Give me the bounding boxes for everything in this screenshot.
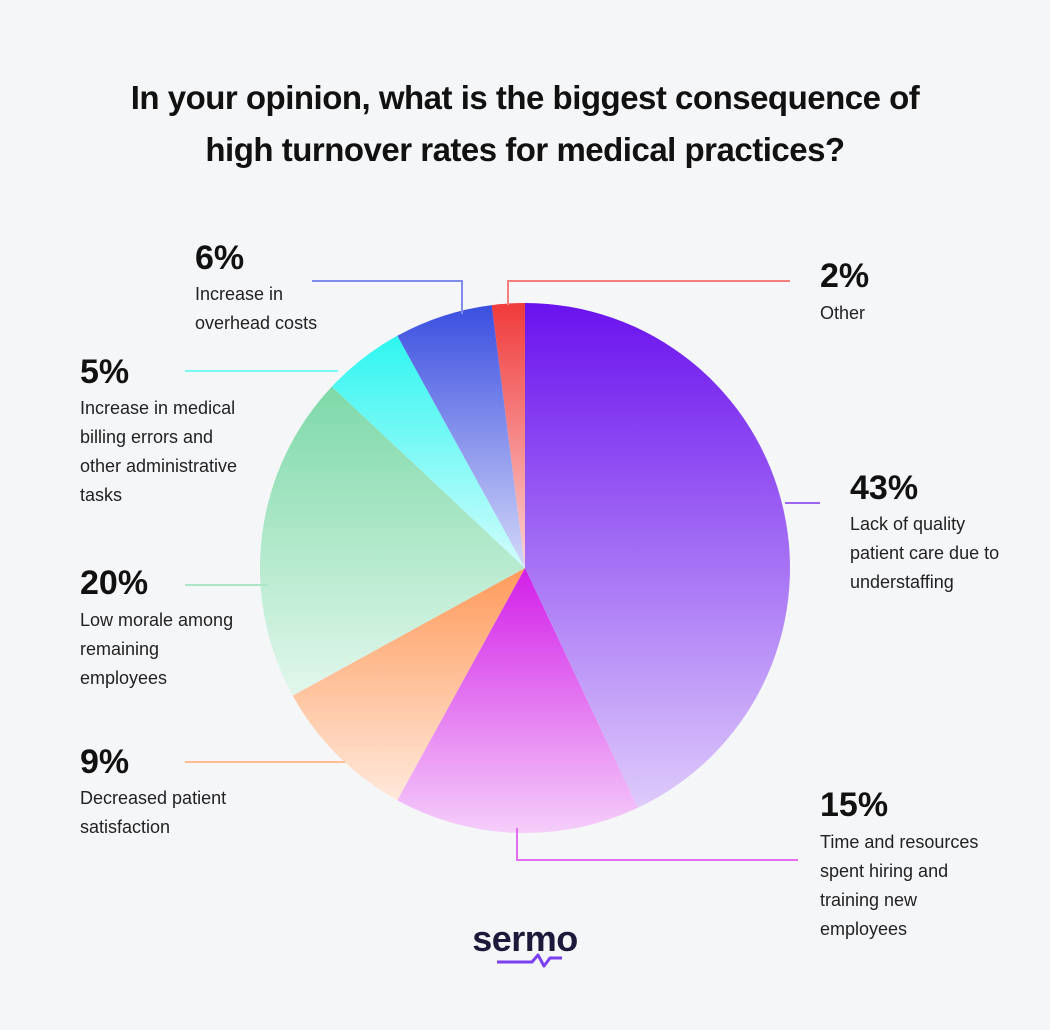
value-label: 5% (80, 353, 130, 391)
pie-slice (331, 335, 525, 568)
pie-slice (525, 303, 791, 808)
value-label: 2% (820, 257, 870, 295)
pie-slice (260, 386, 525, 696)
category-label: Other (820, 303, 866, 323)
value-label: 43% (850, 469, 919, 507)
pie-slice (397, 568, 638, 833)
pie-slice (397, 305, 525, 568)
leader-line (312, 280, 463, 314)
category-label: Lack of quality patient care due to unde… (850, 514, 1000, 592)
value-label: 15% (820, 786, 889, 824)
leader-line (507, 280, 790, 305)
category-label: Time and resources spent hiring and trai… (820, 832, 979, 939)
category-label: Increase in overhead costs (195, 284, 318, 333)
value-label: 9% (80, 743, 130, 781)
value-label: 20% (80, 564, 149, 602)
pie-slice (491, 303, 525, 568)
logo-mark (497, 953, 562, 968)
category-label: Low morale among remaining employees (80, 610, 234, 688)
logo: sermo (472, 918, 578, 959)
pie-slice (292, 568, 525, 801)
leader-line (516, 828, 798, 861)
category-label: Decreased patient satisfaction (80, 788, 227, 837)
category-label: Increase in medical billing errors and o… (80, 398, 238, 505)
chart-title: In your opinion, what is the biggest con… (130, 79, 920, 168)
value-label: 6% (195, 239, 245, 277)
